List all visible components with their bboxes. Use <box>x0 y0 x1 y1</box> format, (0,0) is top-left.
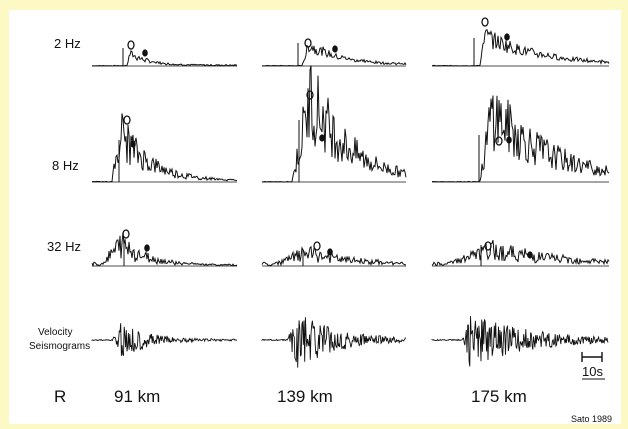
open-circle-marker-3-3 <box>484 241 492 251</box>
velocity-seismogram-3 <box>431 316 609 367</box>
open-circle-marker-3-1 <box>122 229 130 239</box>
credit-label: Sato 1989 <box>571 414 612 424</box>
station-label: R <box>54 387 66 406</box>
filled-dot-marker-2-1 <box>130 140 136 148</box>
row-label-seismograms: Seismograms <box>29 341 90 352</box>
envelope-32hz-trace-2 <box>261 245 406 267</box>
open-circle-marker-2-1 <box>123 115 131 125</box>
filled-dot-marker-2-2 <box>319 134 325 142</box>
traces-group <box>91 17 610 368</box>
filled-dot-marker-1-3 <box>504 33 510 41</box>
scale-bar <box>581 352 605 380</box>
open-circle-marker-1-1 <box>127 40 135 50</box>
open-circle-marker-1-3 <box>481 17 489 27</box>
envelope-8hz-trace-2 <box>261 65 407 183</box>
filled-dot-marker-1-2 <box>332 45 338 53</box>
velocity-seismogram-2 <box>261 317 406 368</box>
row-label-8hz: 8 Hz <box>52 158 79 173</box>
envelope-8hz-trace-1 <box>91 113 238 183</box>
velocity-seismogram-1 <box>91 323 238 357</box>
distance-175km: 175 km <box>471 387 527 406</box>
row-label-velocity: Velocity <box>38 327 72 338</box>
filled-dot-marker-3-3 <box>527 251 533 259</box>
open-circle-marker-1-2 <box>304 38 312 48</box>
scale-bar-label: 10s <box>582 364 603 379</box>
open-circle-marker-3-2 <box>313 241 321 251</box>
envelope-32hz-trace-3 <box>431 240 610 267</box>
envelope-32hz-trace-1 <box>91 232 238 268</box>
figure-panel: 2 Hz 8 Hz 32 Hz Velocity Seismograms 10s… <box>9 10 621 424</box>
row-label-2hz: 2 Hz <box>54 36 81 51</box>
envelope-2hz-trace-1 <box>92 50 238 67</box>
row-label-32hz: 32 Hz <box>47 239 81 254</box>
seismogram-envelope-figure: 2 Hz 8 Hz 32 Hz Velocity Seismograms 10s… <box>29 17 612 424</box>
filled-dot-marker-1-1 <box>142 49 148 57</box>
envelope-2hz-trace-3 <box>431 28 610 67</box>
envelope-8hz-trace-3 <box>431 95 610 183</box>
filled-dot-marker-3-2 <box>327 248 333 256</box>
filled-dot-marker-3-1 <box>144 244 150 252</box>
distance-139km: 139 km <box>277 387 333 406</box>
open-circle-marker-2-3 <box>495 136 503 146</box>
open-circle-marker-2-2 <box>306 90 314 100</box>
filled-dot-marker-2-3 <box>506 136 512 144</box>
distance-91km: 91 km <box>114 387 160 406</box>
